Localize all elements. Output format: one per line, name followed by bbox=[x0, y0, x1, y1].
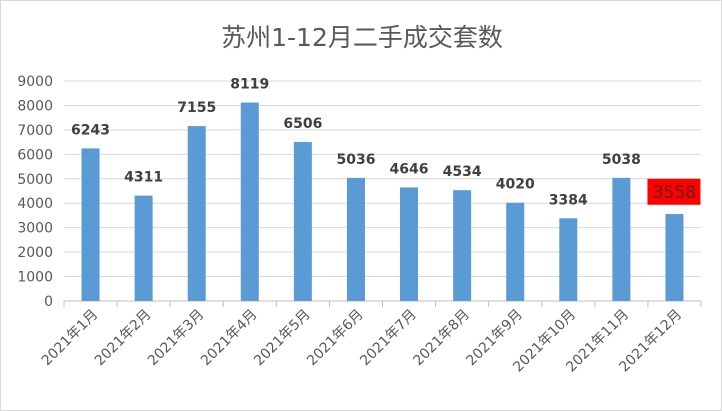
bar bbox=[506, 202, 525, 301]
data-label: 5036 bbox=[336, 152, 375, 168]
data-label: 4311 bbox=[124, 170, 163, 186]
x-tick-label: 2021年3月 bbox=[145, 307, 208, 370]
x-axis: 2021年1月2021年2月2021年3月2021年4月2021年5月2021年… bbox=[39, 301, 702, 375]
x-tick-label: 2021年5月 bbox=[251, 307, 314, 370]
gridlines bbox=[64, 80, 701, 302]
chart-title: 苏州1-12月二手成交套数 bbox=[221, 23, 503, 52]
data-label: 5038 bbox=[602, 152, 641, 168]
bar bbox=[187, 126, 206, 301]
x-tick-label: 2021年1月 bbox=[39, 307, 102, 370]
bar bbox=[346, 177, 365, 301]
bar bbox=[559, 218, 578, 301]
bar bbox=[293, 141, 312, 301]
data-label: 4534 bbox=[443, 164, 482, 180]
bar bbox=[665, 214, 684, 301]
data-label: 8119 bbox=[230, 77, 269, 93]
data-label: 6506 bbox=[283, 116, 322, 132]
y-tick-label: 6000 bbox=[17, 147, 53, 163]
data-label: 4646 bbox=[390, 161, 429, 177]
x-tick-label: 2021年6月 bbox=[304, 307, 367, 370]
bar bbox=[240, 102, 259, 301]
bar bbox=[400, 187, 419, 301]
data-label: 3384 bbox=[549, 192, 588, 208]
y-tick-label: 0 bbox=[44, 294, 53, 310]
bar bbox=[612, 177, 631, 301]
y-tick-label: 1000 bbox=[17, 270, 53, 286]
data-label: 6243 bbox=[71, 122, 110, 138]
y-tick-label: 3000 bbox=[17, 221, 53, 237]
bars bbox=[81, 102, 684, 301]
bar bbox=[453, 190, 472, 301]
y-axis: 0 1000 2000 3000 4000 5000 6000 7000 8000 9000 bbox=[17, 74, 53, 310]
x-tick-label: 2021年7月 bbox=[357, 307, 420, 370]
x-tick-label: 2021年2月 bbox=[92, 307, 155, 370]
y-tick-label: 4000 bbox=[17, 196, 53, 212]
y-tick-label: 7000 bbox=[17, 123, 53, 139]
y-tick-label: 5000 bbox=[17, 172, 53, 188]
data-label: 3558 bbox=[653, 183, 696, 203]
data-label: 4020 bbox=[496, 177, 535, 193]
bar bbox=[81, 148, 100, 301]
y-tick-label: 8000 bbox=[17, 98, 53, 114]
data-labels: 6243 4311 7155 8119 6506 5036 4646 4534 4020 3384… bbox=[71, 77, 701, 208]
highlight-label-background bbox=[647, 178, 701, 205]
y-tick-label: 9000 bbox=[17, 74, 53, 90]
x-tick-label: 2021年8月 bbox=[410, 307, 473, 370]
y-tick-label: 2000 bbox=[17, 245, 53, 261]
x-tick-label: 2021年4月 bbox=[198, 307, 261, 370]
bar bbox=[134, 195, 153, 301]
data-label: 7155 bbox=[177, 100, 216, 116]
